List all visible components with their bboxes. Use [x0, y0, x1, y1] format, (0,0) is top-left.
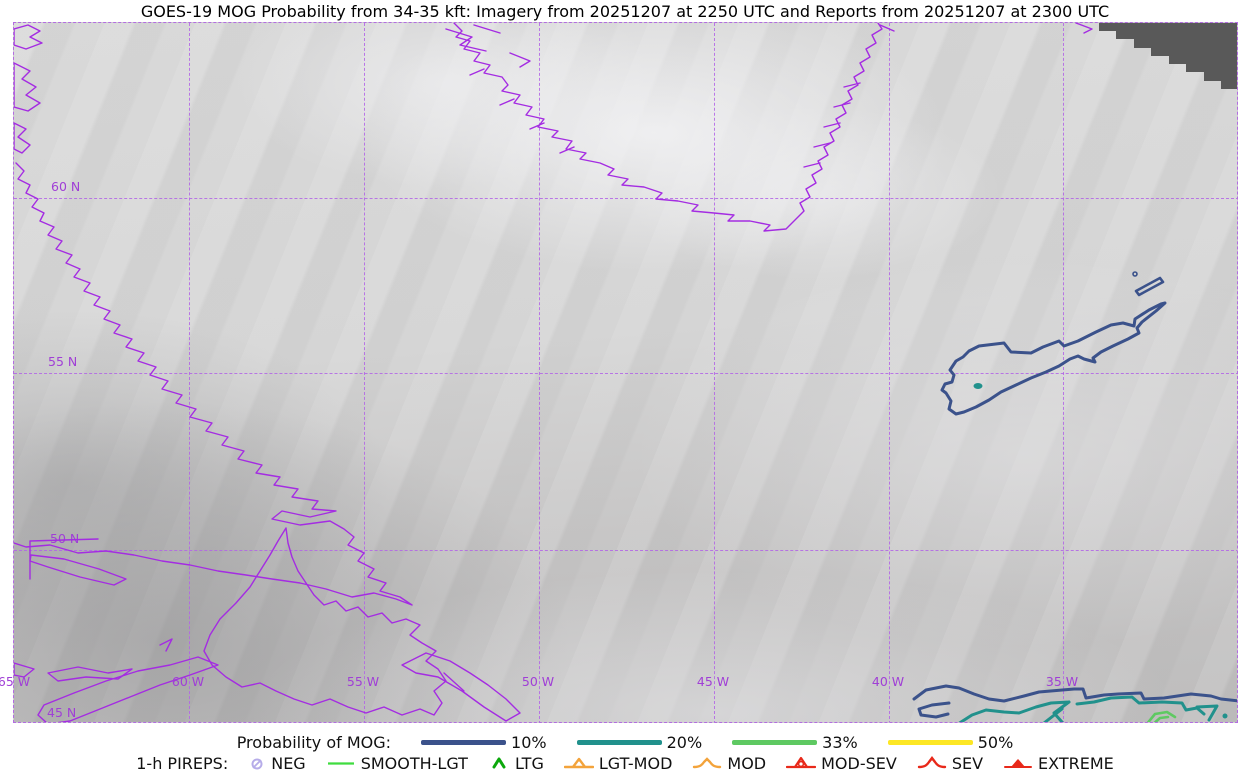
coastline-labrador-north2 [14, 62, 41, 112]
contour-20pct-bottom-right [1075, 695, 1206, 716]
coastline-anticosti-island [29, 554, 127, 586]
ltg-icon [492, 757, 506, 769]
mog-item-50: 50% [887, 732, 1014, 752]
pirep-item-mod-sev: MOD-SEV [786, 754, 897, 773]
pirep-item-sev: SEV [917, 754, 983, 773]
satellite-imagery [14, 23, 1237, 722]
probability-contours-layer [912, 271, 1237, 722]
contour-20pct-seven [1195, 704, 1219, 722]
mog-50-label: 50% [977, 732, 1014, 752]
coastline-greenland-fjords-nw [445, 24, 531, 68]
coastline-labrador-north [14, 24, 43, 50]
mog-item-10: 10% [421, 733, 547, 752]
lat-label-55n: 55 N [48, 354, 78, 369]
coastline-greenland [453, 23, 883, 232]
contour-10pct-bottom [912, 684, 1237, 703]
mog-10-label: 10% [511, 732, 547, 752]
pirep-item-extreme: EXTREME [1003, 754, 1114, 773]
pirep-sev-label: SEV [951, 753, 984, 773]
mog-legend-row: Probability of MOG: 10% 20% 33% 50% [237, 733, 1014, 752]
extreme-icon [1004, 759, 1033, 768]
pirep-lgt-mod-label: LGT-MOD [598, 753, 673, 773]
contour-10pct-small-bar [1134, 276, 1165, 297]
page-title: GOES-19 MOG Probability from 34-35 kft: … [140, 2, 1110, 21]
coastline-labrador-north3 [14, 122, 31, 154]
contour-20pct-end-dot [1222, 713, 1228, 719]
coastline-greenland-fjords-east [803, 82, 861, 168]
sev-icon [917, 756, 947, 769]
contour-10pct-swatch [421, 739, 507, 745]
pirep-item-ltg: LTG [488, 754, 544, 773]
lgt-mod-icon [563, 757, 594, 769]
satellite-map: 60 N 55 N 50 N 45 N [13, 22, 1238, 723]
coastline-newfoundland [203, 527, 447, 716]
coastline-nova-scotia [37, 656, 219, 722]
coastline-magdalen-islands [159, 638, 173, 652]
lat-label-45n: 45 N [47, 705, 77, 720]
mog-item-33: 33% [732, 733, 858, 752]
mog-20-label: 20% [666, 732, 703, 752]
coastline-greenland-fjords-west [469, 68, 575, 154]
coastline-top-edge-bits [879, 23, 1093, 34]
pirep-mod-sev-label: MOD-SEV [821, 753, 897, 773]
mog-item-20: 20% [576, 732, 703, 752]
lat-label-60n: 60 N [51, 179, 81, 194]
pirep-item-lgt-mod: LGT-MOD [563, 753, 673, 773]
mog-legend-title: Probability of MOG: [236, 732, 392, 752]
neg-icon [251, 758, 263, 770]
contour-50pct-swatch [887, 739, 973, 745]
contour-33pct-swatch [732, 739, 818, 745]
coastline-cape-breton-lake [443, 672, 465, 692]
pirep-item-smooth-lgt: SMOOTH-LGT [326, 754, 468, 773]
pirep-ltg-label: LTG [514, 753, 544, 773]
smooth-lgt-icon [327, 762, 354, 765]
legend: Probability of MOG: 10% 20% 33% 50% 1-h … [0, 723, 1250, 782]
pireps-legend-title: 1-h PIREPS: [136, 753, 229, 773]
contour-20pct-dot [973, 383, 983, 389]
contour-10pct-small-dot [1132, 271, 1138, 277]
mog-33-label: 33% [822, 732, 858, 752]
mod-sev-icon [786, 756, 817, 769]
contour-10pct-main [940, 301, 1167, 416]
contour-10pct-bottom-hook [917, 701, 951, 719]
pireps-legend-row: 1-h PIREPS: NEG SMOOTH-LGT LTG [136, 754, 1113, 773]
contour-33pct-arc [1146, 710, 1177, 722]
pirep-item-mod: MOD [692, 754, 766, 773]
mod-icon [693, 757, 722, 769]
pirep-neg-label: NEG [271, 753, 306, 773]
coastline-cape-breton [401, 652, 521, 722]
pirep-smooth-lgt-label: SMOOTH-LGT [360, 753, 468, 773]
coastline-gulf-shore [14, 662, 35, 678]
lat-label-50n: 50 N [50, 531, 80, 546]
pirep-item-neg: NEG [248, 753, 306, 773]
pirep-mod-label: MOD [727, 753, 767, 773]
contour-20pct-bottom-left [958, 700, 1071, 722]
coastline-labrador [14, 162, 413, 606]
contour-20pct-swatch [576, 739, 662, 745]
pirep-extreme-label: EXTREME [1038, 753, 1114, 773]
border-quebec-labrador [29, 538, 99, 580]
coastline-prince-edward-island [47, 666, 133, 682]
coastlines-layer [14, 23, 1093, 722]
